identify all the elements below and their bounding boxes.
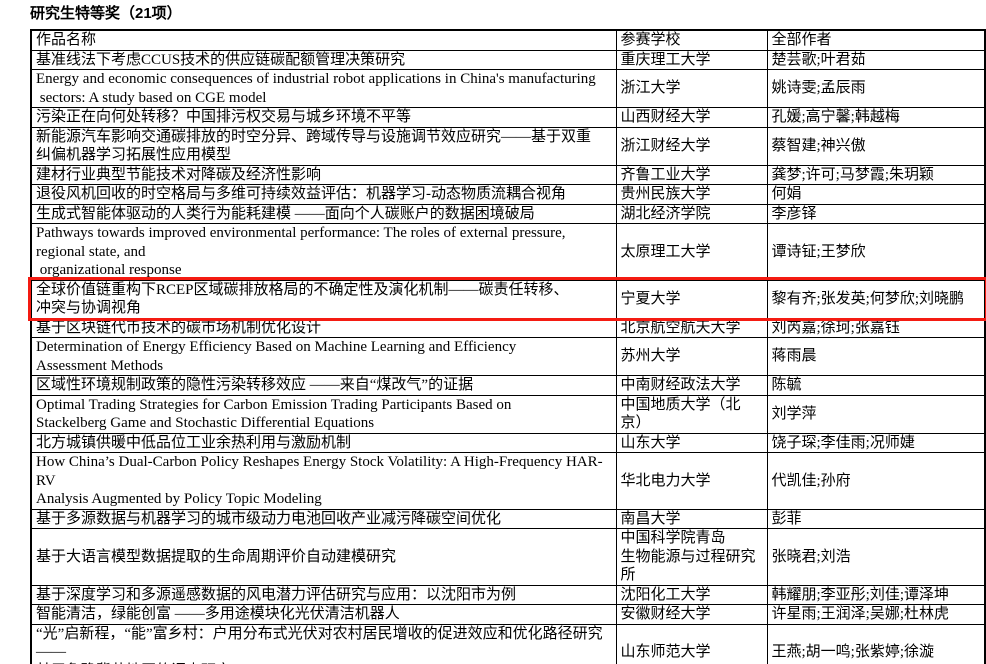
- table-row: 基准线法下考虑CCUS技术的供应链碳配额管理决策研究 重庆理工大学 楚芸歌;叶君…: [30, 49, 986, 70]
- work-title-cell: Optimal Trading Strategies for Carbon Em…: [30, 394, 617, 434]
- table-row: Energy and economic consequences of indu…: [30, 69, 986, 108]
- table-row: 退役风机回收的时空格局与多维可持续效益评估：机器学习-动态物质流耦合视角 贵州民…: [30, 184, 986, 205]
- authors-cell: 张晓君;刘浩: [766, 528, 986, 586]
- work-title-cell: 全球价值链重构下RCEP区域碳排放格局的不确定性及演化机制——碳责任转移、 冲突…: [30, 279, 617, 319]
- authors-cell: 代凯佳;孙府: [766, 452, 986, 510]
- table-row: 建材行业典型节能技术对降碳及经济性影响 齐鲁工业大学 龚梦;许可;马梦霞;朱玥颖: [30, 164, 986, 185]
- work-title-cell: 污染正在向何处转移？中国排污权交易与城乡环境不平等: [30, 107, 617, 128]
- table-row: 基于深度学习和多源遥感数据的风电潜力评估研究与应用：以沈阳市为例 沈阳化工大学 …: [30, 584, 986, 605]
- table-row: 智能清洁，绿能创富 ——多用途模块化光伏清洁机器人 安徽财经大学 许星雨;王润泽…: [30, 604, 986, 625]
- school-cell: 贵州民族大学: [615, 184, 768, 205]
- work-title-cell: 基于深度学习和多源遥感数据的风电潜力评估研究与应用：以沈阳市为例: [30, 584, 617, 605]
- school-cell: 南昌大学: [615, 508, 768, 529]
- authors-cell: 韩耀朋;李亚彤;刘佳;谭泽坤: [766, 584, 986, 605]
- authors-cell: 饶子琛;李佳雨;况师婕: [766, 432, 986, 453]
- table-header-row: 作品名称 参赛学校 全部作者: [30, 29, 986, 51]
- table-row: “光”启新程，“能”富乡村：户用分布式光伏对农村居民增收的促进效应和优化路径研究…: [30, 623, 986, 664]
- work-title-cell: 退役风机回收的时空格局与多维可持续效益评估：机器学习-动态物质流耦合视角: [30, 184, 617, 205]
- table-row: 生成式智能体驱动的人类行为能耗建模 ——面向个人碳账户的数据困境破局 湖北经济学…: [30, 203, 986, 224]
- work-title-cell: 基于大语言模型数据提取的生命周期评价自动建模研究: [30, 528, 617, 586]
- table-row: How China’s Dual-Carbon Policy Reshapes …: [30, 452, 986, 510]
- page-title: 研究生特等奖（21项）: [30, 5, 182, 22]
- authors-cell: 王燕;胡一鸣;张紫婷;徐漩: [766, 623, 986, 664]
- school-cell: 沈阳化工大学: [615, 584, 768, 605]
- authors-cell: 黎有齐;张发英;何梦欣;刘晓鹏: [766, 279, 986, 319]
- work-title-cell: 建材行业典型节能技术对降碳及经济性影响: [30, 164, 617, 185]
- work-title-cell: 北方城镇供暖中低品位工业余热利用与激励机制: [30, 432, 617, 453]
- authors-cell: 陈毓: [766, 375, 986, 396]
- work-title-cell: 新能源汽车影响交通碳排放的时空分异、跨域传导与设施调节效应研究——基于双重 纠偏…: [30, 126, 617, 166]
- work-title-cell: 生成式智能体驱动的人类行为能耗建模 ——面向个人碳账户的数据困境破局: [30, 203, 617, 224]
- school-cell: 中国地质大学（北京）: [615, 394, 768, 434]
- school-cell: 浙江大学: [615, 69, 768, 108]
- table-row: 新能源汽车影响交通碳排放的时空分异、跨域传导与设施调节效应研究——基于双重 纠偏…: [30, 126, 986, 166]
- school-cell: 太原理工大学: [615, 223, 768, 281]
- work-title-cell: 区域性环境规制政策的隐性污染转移效应 ——来自“煤改气”的证据: [30, 375, 617, 396]
- school-cell: 北京航空航天大学: [615, 317, 768, 338]
- work-title-cell: Pathways towards improved environmental …: [30, 223, 617, 281]
- authors-cell: 刘芮嘉;徐珂;张嘉钰: [766, 317, 986, 338]
- table-row: Optimal Trading Strategies for Carbon Em…: [30, 394, 986, 434]
- authors-cell: 彭菲: [766, 508, 986, 529]
- school-cell: 浙江财经大学: [615, 126, 768, 166]
- column-header-school: 参赛学校: [615, 29, 768, 51]
- awards-table: 作品名称 参赛学校 全部作者 基准线法下考虑CCUS技术的供应链碳配额管理决策研…: [28, 29, 986, 664]
- awards-table-body: 基准线法下考虑CCUS技术的供应链碳配额管理决策研究 重庆理工大学 楚芸歌;叶君…: [28, 49, 986, 664]
- authors-cell: 谭诗钲;王梦欣: [766, 223, 986, 281]
- school-cell: 齐鲁工业大学: [615, 164, 768, 185]
- authors-cell: 龚梦;许可;马梦霞;朱玥颖: [766, 164, 986, 185]
- authors-cell: 何娟: [766, 184, 986, 205]
- table-row: 区域性环境规制政策的隐性污染转移效应 ——来自“煤改气”的证据 中南财经政法大学…: [30, 375, 986, 396]
- school-cell: 安徽财经大学: [615, 604, 768, 625]
- table-row: 基于区块链代币技术的碳市场机制优化设计 北京航空航天大学 刘芮嘉;徐珂;张嘉钰: [30, 317, 986, 338]
- authors-cell: 孔媛;高宁馨;韩越梅: [766, 107, 986, 128]
- work-title-cell: 基于多源数据与机器学习的城市级动力电池回收产业减污降碳空间优化: [30, 508, 617, 529]
- authors-cell: 刘学萍: [766, 394, 986, 434]
- work-title-cell: Determination of Energy Efficiency Based…: [30, 337, 617, 376]
- authors-cell: 蒋雨晨: [766, 337, 986, 376]
- work-title-cell: 基于区块链代币技术的碳市场机制优化设计: [30, 317, 617, 338]
- school-cell: 华北电力大学: [615, 452, 768, 510]
- table-row: Determination of Energy Efficiency Based…: [30, 337, 986, 376]
- table-row: 污染正在向何处转移？中国排污权交易与城乡环境不平等 山西财经大学 孔媛;高宁馨;…: [30, 107, 986, 128]
- authors-cell: 许星雨;王润泽;吴娜;杜林虎: [766, 604, 986, 625]
- school-cell: 重庆理工大学: [615, 49, 768, 70]
- work-title-cell: Energy and economic consequences of indu…: [30, 69, 617, 108]
- school-cell: 山东大学: [615, 432, 768, 453]
- authors-cell: 蔡智建;神兴傲: [766, 126, 986, 166]
- school-cell: 山西财经大学: [615, 107, 768, 128]
- table-row-highlighted: 全球价值链重构下RCEP区域碳排放格局的不确定性及演化机制——碳责任转移、 冲突…: [28, 277, 986, 321]
- table-row: Pathways towards improved environmental …: [30, 223, 986, 281]
- authors-cell: 楚芸歌;叶君茹: [766, 49, 986, 70]
- work-title-cell: “光”启新程，“能”富乡村：户用分布式光伏对农村居民增收的促进效应和优化路径研究…: [30, 623, 617, 664]
- work-title-cell: 基准线法下考虑CCUS技术的供应链碳配额管理决策研究: [30, 49, 617, 70]
- school-cell: 山东师范大学: [615, 623, 768, 664]
- school-cell: 苏州大学: [615, 337, 768, 376]
- column-header-authors: 全部作者: [766, 29, 986, 51]
- school-cell: 湖北经济学院: [615, 203, 768, 224]
- authors-cell: 李彦铎: [766, 203, 986, 224]
- table-row: 基于大语言模型数据提取的生命周期评价自动建模研究 中国科学院青岛 生物能源与过程…: [30, 528, 986, 586]
- work-title-cell: 智能清洁，绿能创富 ——多用途模块化光伏清洁机器人: [30, 604, 617, 625]
- column-header-work-title: 作品名称: [30, 29, 617, 51]
- authors-cell: 姚诗雯;孟辰雨: [766, 69, 986, 108]
- table-row: 北方城镇供暖中低品位工业余热利用与激励机制 山东大学 饶子琛;李佳雨;况师婕: [30, 432, 986, 453]
- school-cell: 宁夏大学: [615, 279, 768, 319]
- table-row: 基于多源数据与机器学习的城市级动力电池回收产业减污降碳空间优化 南昌大学 彭菲: [30, 508, 986, 529]
- school-cell: 中南财经政法大学: [615, 375, 768, 396]
- school-cell: 中国科学院青岛 生物能源与过程研究所: [615, 528, 768, 586]
- work-title-cell: How China’s Dual-Carbon Policy Reshapes …: [30, 452, 617, 510]
